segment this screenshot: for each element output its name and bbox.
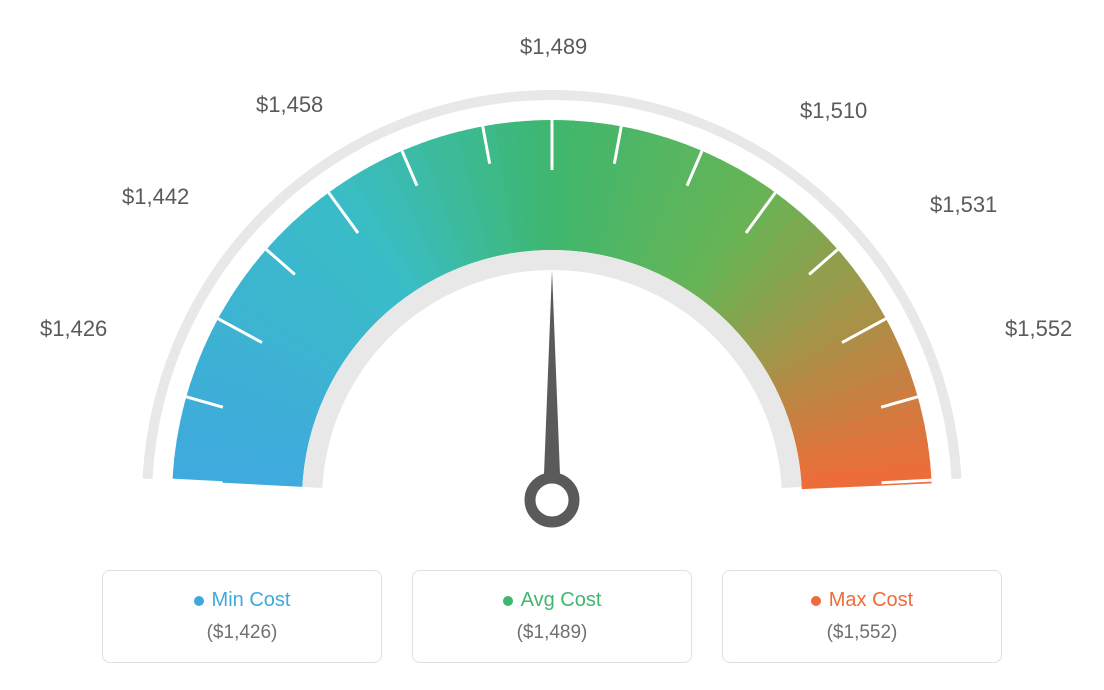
dot-icon [811,596,821,606]
legend-card-min: Min Cost ($1,426) [102,570,382,663]
legend-max-value: ($1,552) [743,622,981,644]
gauge-tick-label: $1,531 [930,192,997,218]
legend-row: Min Cost ($1,426) Avg Cost ($1,489) Max … [30,570,1074,663]
gauge-svg [30,30,1074,550]
legend-title-max: Max Cost [811,589,913,612]
legend-title-avg: Avg Cost [503,589,602,612]
dot-icon [503,596,513,606]
gauge-tick-label: $1,552 [1005,316,1072,342]
dot-icon [194,596,204,606]
gauge-tick-label: $1,426 [40,316,107,342]
gauge-tick-label: $1,442 [122,184,189,210]
legend-card-max: Max Cost ($1,552) [722,570,1002,663]
gauge-chart: $1,426 $1,442 $1,458 $1,489 $1,510 $1,531 $1,5… [30,30,1074,560]
legend-avg-value: ($1,489) [433,622,671,644]
legend-max-label: Max Cost [829,589,913,612]
legend-min-label: Min Cost [212,589,291,612]
legend-title-min: Min Cost [194,589,291,612]
legend-card-avg: Avg Cost ($1,489) [412,570,692,663]
gauge-tick-label: $1,458 [256,92,323,118]
gauge-tick-label: $1,510 [800,98,867,124]
legend-avg-label: Avg Cost [521,589,602,612]
gauge-tick-label: $1,489 [520,34,587,60]
legend-min-value: ($1,426) [123,622,361,644]
